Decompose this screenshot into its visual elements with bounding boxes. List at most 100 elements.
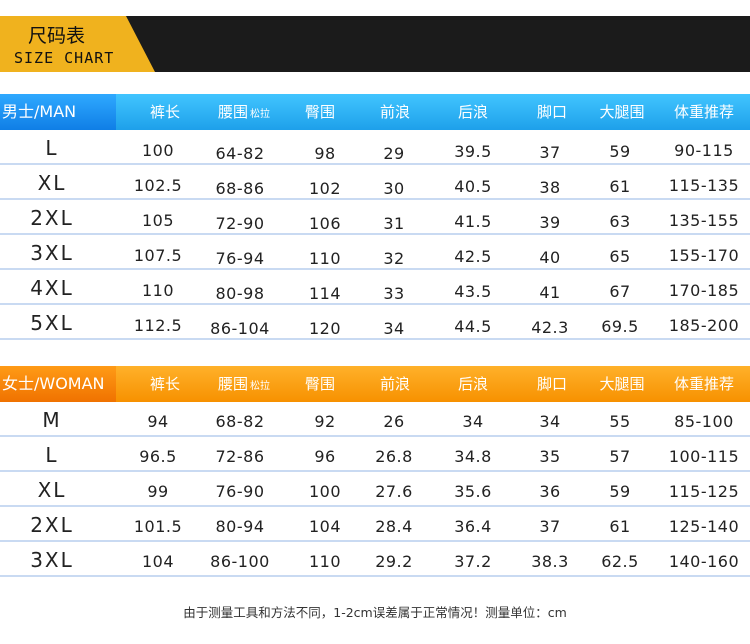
table-cell: 96 xyxy=(314,447,336,466)
banner-title-cn: 尺码表 xyxy=(28,25,86,47)
men-header-4: 后浪 xyxy=(428,94,518,130)
table-cell: 140-160 xyxy=(668,552,740,571)
women-header-label: 腰围 xyxy=(217,375,248,393)
table-cell: 42.3 xyxy=(531,318,569,337)
table-cell: 30 xyxy=(383,179,405,198)
table-cell: 86-100 xyxy=(210,552,270,571)
table-cell: 112.5 xyxy=(133,316,183,335)
table-cell: 135-155 xyxy=(668,211,740,230)
table-cell: 32 xyxy=(383,249,405,268)
table-cell: 59 xyxy=(609,482,631,501)
table-cell: 72-90 xyxy=(215,214,265,233)
table-row: 2XL 101.5 80-94 104 28.4 36.4 37 61 125-140 xyxy=(0,509,750,542)
size-label: 4XL xyxy=(30,276,74,300)
table-cell: 110 xyxy=(308,552,342,571)
men-header-2: 臀围 xyxy=(275,94,365,130)
table-cell: 68-82 xyxy=(215,412,265,431)
table-cell: 155-170 xyxy=(668,246,740,265)
table-cell: 31 xyxy=(383,214,405,233)
table-cell: 42.5 xyxy=(454,247,492,266)
men-header-label: 腰围 xyxy=(217,103,248,121)
table-cell: 59 xyxy=(609,142,631,161)
table-row: L 100 64-82 98 29 39.5 37 59 90-115 xyxy=(0,132,750,165)
size-label: L xyxy=(45,443,59,467)
men-header-label: 臀围 xyxy=(304,103,335,121)
measurement-note: 由于测量工具和方法不同，1-2cm误差属于正常情况！测量单位：cm xyxy=(183,605,567,620)
size-label: 5XL xyxy=(30,311,74,335)
size-label: XL xyxy=(37,171,67,195)
table-row: M 94 68-82 92 26 34 34 55 85-100 xyxy=(0,404,750,437)
table-cell: 29.2 xyxy=(375,552,413,571)
table-cell: 39.5 xyxy=(454,142,492,161)
table-cell: 115-125 xyxy=(668,482,740,501)
women-header-5: 脚口 xyxy=(507,366,597,402)
table-cell: 101.5 xyxy=(133,517,183,536)
table-row: 5XL 112.5 86-104 120 34 44.5 42.3 69.5 185-200 xyxy=(0,307,750,340)
men-header-label: 后浪 xyxy=(457,103,488,121)
table-cell: 100 xyxy=(141,141,175,160)
table-cell: 63 xyxy=(609,212,631,231)
men-size-table: 男士/MAN 裤长 腰围 松拉 臀围 前浪 后浪 脚口 大腿围 体重推荐 L 100 64-82 98 29… xyxy=(0,94,750,340)
table-cell: 90-115 xyxy=(674,141,734,160)
table-cell: 39 xyxy=(539,213,561,232)
table-cell: 61 xyxy=(609,517,631,536)
table-cell: 26 xyxy=(383,412,405,431)
table-cell: 37 xyxy=(539,517,561,536)
table-cell: 100-115 xyxy=(668,447,740,466)
table-cell: 68-86 xyxy=(215,179,265,198)
table-cell: 41.5 xyxy=(454,212,492,231)
women-size-table: 女士/WOMAN 裤长 腰围 松拉 臀围 前浪 后浪 脚口 大腿围 体重推荐 M 94 68-82 92 2… xyxy=(0,366,750,577)
table-cell: 86-104 xyxy=(210,319,270,338)
table-cell: 85-100 xyxy=(674,412,734,431)
men-header-6: 大腿围 xyxy=(577,94,667,130)
table-cell: 114 xyxy=(308,284,342,303)
men-header-3: 前浪 xyxy=(350,94,440,130)
banner-gold-tab xyxy=(0,16,155,72)
women-label: 女士/WOMAN xyxy=(0,366,116,402)
table-cell: 94 xyxy=(147,412,169,431)
men-header-label: 脚口 xyxy=(536,103,567,121)
table-cell: 104 xyxy=(308,517,342,536)
men-header-row: 男士/MAN 裤长 腰围 松拉 臀围 前浪 后浪 脚口 大腿围 体重推荐 xyxy=(0,94,750,130)
table-cell: 99 xyxy=(147,482,169,501)
table-cell: 80-94 xyxy=(215,517,265,536)
table-cell: 38 xyxy=(539,178,561,197)
table-cell: 55 xyxy=(609,412,631,431)
table-cell: 34 xyxy=(383,319,405,338)
table-cell: 44.5 xyxy=(454,317,492,336)
table-row: XL 102.5 68-86 102 30 40.5 38 61 115-135 xyxy=(0,167,750,200)
table-row: 4XL 110 80-98 114 33 43.5 41 67 170-185 xyxy=(0,272,750,305)
table-row: XL 99 76-90 100 27.6 35.6 36 59 115-125 xyxy=(0,474,750,507)
men-label: 男士/MAN xyxy=(0,94,116,130)
table-cell: 102 xyxy=(308,179,342,198)
men-header-label: 体重推荐 xyxy=(673,103,734,121)
table-cell: 41 xyxy=(539,283,561,302)
table-cell: 110 xyxy=(141,281,175,300)
size-label: XL xyxy=(37,478,67,502)
women-header-7: 体重推荐 xyxy=(659,366,749,402)
table-cell: 72-86 xyxy=(215,447,265,466)
table-cell: 106 xyxy=(308,214,342,233)
men-header-7: 体重推荐 xyxy=(659,94,749,130)
size-label: 3XL xyxy=(30,241,74,265)
table-cell: 40 xyxy=(539,248,561,267)
table-cell: 35 xyxy=(539,447,561,466)
table-cell: 102.5 xyxy=(133,176,183,195)
table-cell: 105 xyxy=(141,211,175,230)
women-header-label: 裤长 xyxy=(149,375,180,393)
table-cell: 57 xyxy=(609,447,631,466)
table-cell: 104 xyxy=(141,552,175,571)
table-row: 3XL 104 86-100 110 29.2 37.2 38.3 62.5 140-160 xyxy=(0,544,750,577)
women-header-0: 裤长 xyxy=(120,366,210,402)
table-cell: 29 xyxy=(383,144,405,163)
women-header-row: 女士/WOMAN 裤长 腰围 松拉 臀围 前浪 后浪 脚口 大腿围 体重推荐 xyxy=(0,366,750,402)
table-cell: 34.8 xyxy=(454,447,492,466)
women-header-label: 体重推荐 xyxy=(673,375,734,393)
women-header-label: 大腿围 xyxy=(599,375,645,393)
table-cell: 67 xyxy=(609,282,631,301)
size-label: L xyxy=(45,136,59,160)
table-cell: 26.8 xyxy=(375,447,413,466)
men-header-1: 腰围 松拉 xyxy=(199,94,289,130)
women-waist-sub: 松拉 xyxy=(250,381,270,392)
men-header-label: 前浪 xyxy=(379,103,410,121)
